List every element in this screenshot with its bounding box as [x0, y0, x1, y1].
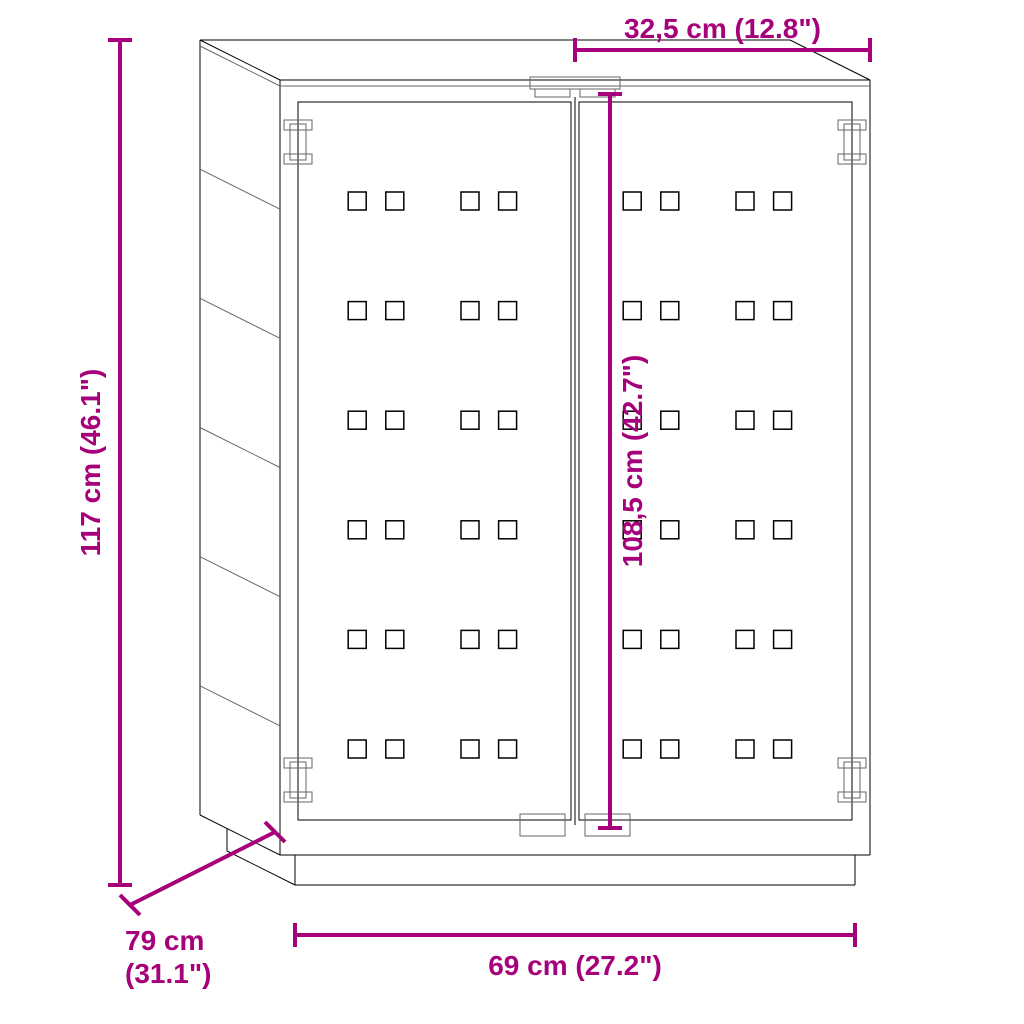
svg-text:108,5 cm (42.7"): 108,5 cm (42.7"): [617, 355, 648, 568]
cabinet-body: [200, 40, 870, 855]
dim-height: 117 cm (46.1"): [75, 369, 106, 557]
dim-half-width: 32,5 cm (12.8"): [624, 13, 821, 44]
svg-text:117 cm (46.1"): 117 cm (46.1"): [75, 369, 106, 557]
dim-door-height: 108,5 cm (42.7"): [617, 355, 648, 568]
dim-depth-in: (31.1"): [125, 958, 211, 989]
cabinet-doors: [284, 77, 866, 836]
cabinet-base: [227, 829, 855, 885]
dimensions: 117 cm (46.1") 79 cm(31.1") 69 cm (27.2") 3…: [75, 13, 870, 989]
dim-depth-cm: 79 cm: [125, 925, 204, 956]
dim-width: 69 cm (27.2"): [488, 950, 662, 981]
